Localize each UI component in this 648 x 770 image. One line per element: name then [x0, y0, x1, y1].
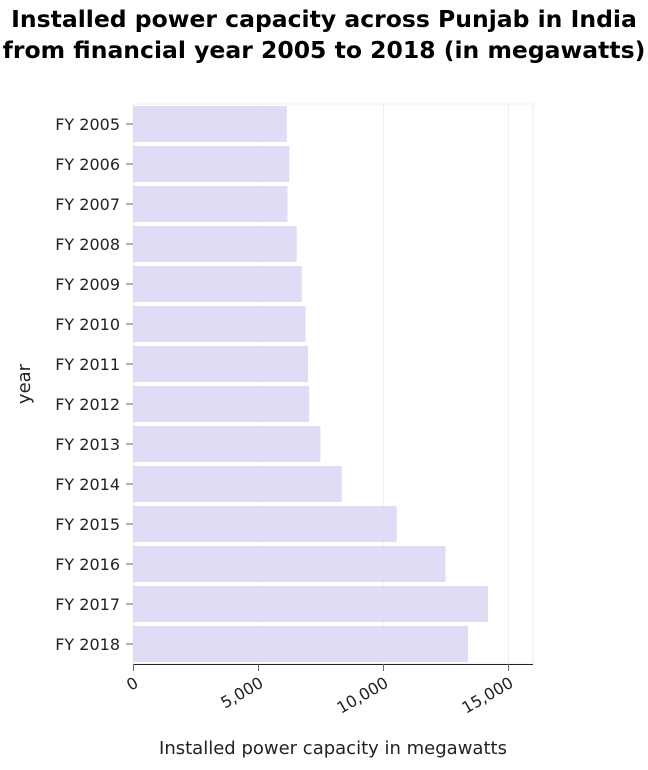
- y-tick-label: FY 2013: [55, 435, 120, 454]
- y-tick-label: FY 2009: [55, 275, 120, 294]
- x-tick-label: 15,000: [459, 673, 517, 717]
- x-tick-label: 5,000: [217, 673, 266, 712]
- y-tick-label: FY 2016: [55, 555, 120, 574]
- y-tick-label: FY 2018: [55, 635, 120, 654]
- bar: [133, 386, 310, 422]
- bars: [133, 106, 488, 662]
- bar: [133, 546, 446, 582]
- bar: [133, 186, 288, 222]
- y-tick-label: FY 2012: [55, 395, 120, 414]
- bar: [133, 426, 321, 462]
- y-tick-label: FY 2005: [55, 115, 120, 134]
- bar: [133, 226, 297, 262]
- y-tick-label: FY 2007: [55, 195, 120, 214]
- bar: [133, 106, 287, 142]
- bar: [133, 506, 397, 542]
- y-axis-title: year: [14, 363, 35, 404]
- y-tick-label: FY 2014: [55, 475, 120, 494]
- bar: [133, 346, 308, 382]
- y-tick-label: FY 2006: [55, 155, 120, 174]
- bar: [133, 266, 302, 302]
- x-tick-label: 10,000: [334, 673, 392, 717]
- bar: [133, 626, 468, 662]
- axes: FY 2005 FY 2006 FY 2007 FY 2008 FY 2009 FY 20…: [55, 115, 533, 717]
- y-tick-label: FY 2008: [55, 235, 120, 254]
- y-tick-label: FY 2017: [55, 595, 120, 614]
- bar: [133, 466, 342, 502]
- x-axis-title: Installed power capacity in megawatts: [159, 738, 507, 759]
- y-tick-label: FY 2015: [55, 515, 120, 534]
- y-tick-label: FY 2010: [55, 315, 120, 334]
- bar: [133, 586, 488, 622]
- chart-title: Installed power capacity across Punjab i…: [2, 5, 646, 64]
- bar: [133, 306, 306, 342]
- y-tick-label: FY 2011: [55, 355, 120, 374]
- x-tick-label: 0: [123, 673, 141, 695]
- bar: [133, 146, 290, 182]
